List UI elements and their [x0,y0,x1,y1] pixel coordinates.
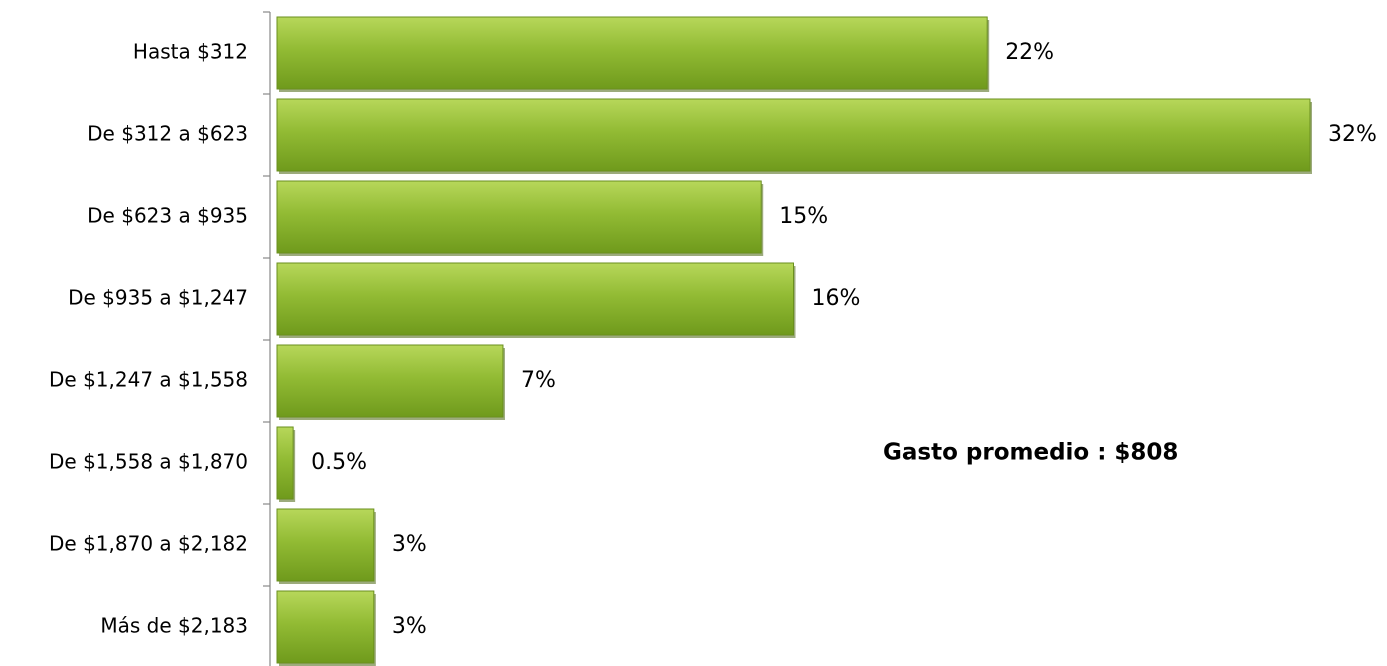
bar [276,98,1311,172]
y-tick-label: De $1,870 a $2,182 [49,532,248,556]
bar [276,16,988,90]
value-label: 22% [1005,40,1054,65]
value-label: 16% [812,286,861,311]
value-label: 3% [392,614,427,639]
bar [276,180,762,254]
y-tick-label: De $312 a $623 [87,122,248,146]
bar [276,590,375,664]
value-label: 32% [1328,122,1377,147]
value-label: 7% [521,368,556,393]
y-tick-label: Más de $2,183 [100,614,248,638]
y-tick-label: De $1,558 a $1,870 [49,450,248,474]
bar [276,344,504,418]
y-tick-label: De $935 a $1,247 [68,286,248,310]
value-label: 0.5% [311,450,367,475]
value-label: 3% [392,532,427,557]
bar [276,508,375,582]
value-label: 15% [779,204,828,229]
y-tick-label: De $623 a $935 [87,204,248,228]
y-tick-label: De $1,247 a $1,558 [49,368,248,392]
bar [276,426,294,500]
bar [276,262,794,336]
annotation: Gasto promedio : $808 [883,440,1178,466]
y-tick-label: Hasta $312 [133,40,248,64]
